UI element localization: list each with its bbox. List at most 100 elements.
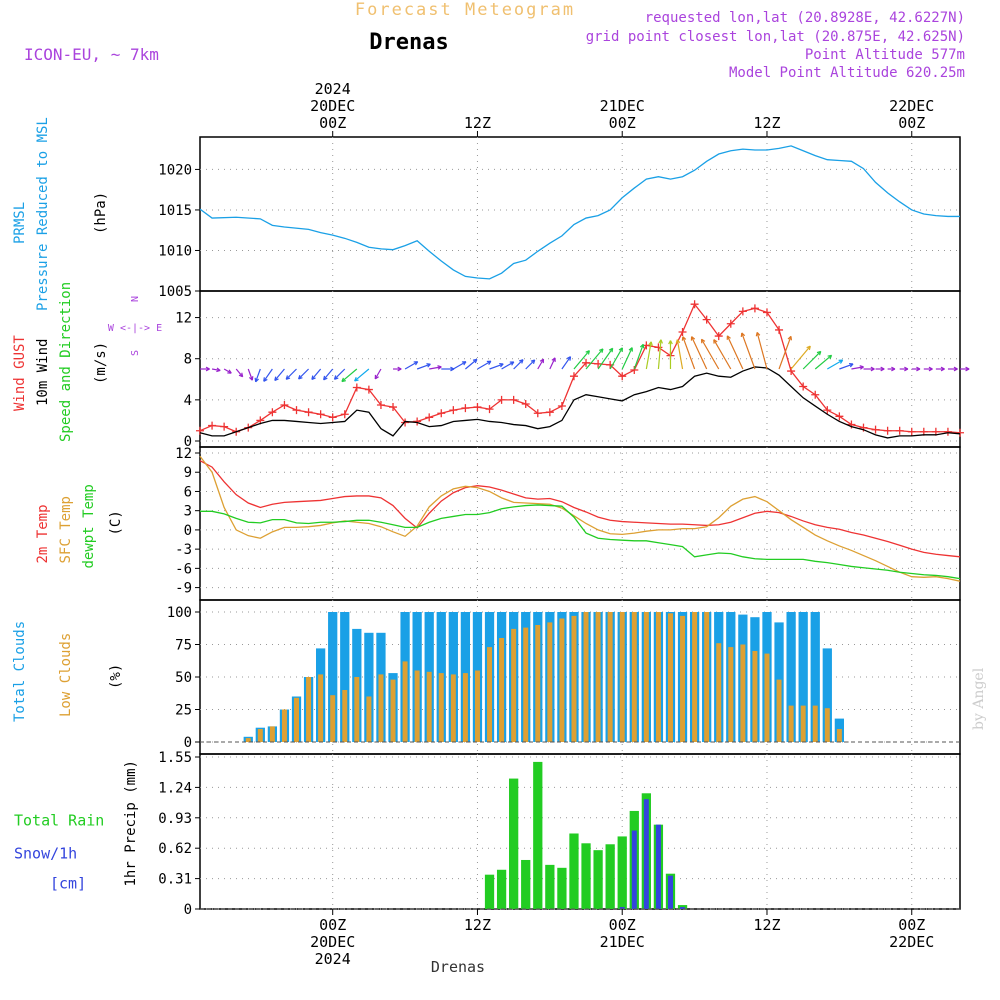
clouds-ytick-label: 100 [167, 605, 192, 621]
wind-arrow-head [787, 335, 793, 341]
wind-arrow [477, 360, 492, 370]
wind-ytick-label: 12 [175, 311, 192, 327]
wind-arrow-head [639, 343, 645, 349]
ylabel-unit: (m/s) [93, 342, 109, 384]
pressure-series-blue [199, 145, 960, 280]
precip-ytick-label: 0 [184, 902, 192, 918]
clouds-bar-orange [438, 673, 444, 742]
gust-marker [714, 332, 723, 341]
top-time-label: 21DEC [600, 97, 645, 115]
wind-arrow-head [870, 366, 875, 372]
gust-marker [702, 315, 711, 324]
wind-arrow [354, 368, 370, 382]
pressure-ytick-label: 1020 [158, 162, 192, 178]
gust-marker [775, 325, 784, 334]
wind-ylabels: Wind GUST 10m Wind Speed and Direction (m/s… [12, 282, 162, 442]
clouds-bar-orange [607, 612, 613, 742]
gust-marker [654, 343, 663, 352]
wind-arrow-head [713, 339, 718, 344]
wind-arrow-head [509, 361, 515, 366]
top-time-label: 00Z [609, 114, 636, 132]
clouds-bar-blue [340, 612, 350, 742]
clouds-ytick-label: 25 [175, 703, 192, 719]
top-time-label: 20DEC [310, 97, 355, 115]
gust-marker [340, 410, 349, 419]
wind-arrow-head [608, 347, 614, 353]
temperature-ytick-label: 6 [184, 484, 192, 500]
clouds-bar-orange [245, 738, 251, 742]
clouds-bar-orange [462, 673, 468, 742]
wind-arrow-head [374, 374, 379, 380]
wind-arrow-head [726, 335, 731, 340]
clouds-bar-orange [330, 695, 336, 742]
clouds-bar-orange [354, 677, 360, 742]
clouds-bar-orange [788, 705, 794, 742]
wind-arrow [549, 357, 556, 370]
gust-marker [292, 406, 301, 415]
compass-west-east: W <-|-> E [108, 323, 162, 334]
wind-series-black [199, 366, 961, 439]
bottom-time-label: 20DEC [310, 933, 355, 951]
gust-marker [389, 403, 398, 412]
temperature-ytick-label: -6 [175, 561, 192, 577]
wind-arrow-head [499, 362, 504, 368]
wind-arrow-head [838, 359, 844, 364]
gust-marker [582, 358, 591, 367]
clouds-ytick-label: 75 [175, 638, 192, 654]
wind-arrow [778, 336, 792, 370]
wind-arrow-head [437, 365, 442, 370]
wind-arrow-head [816, 350, 822, 356]
pressure-ytick-label: 1005 [158, 284, 192, 300]
gust-marker [413, 417, 422, 426]
clouds-bar-orange [414, 670, 420, 742]
clouds-bar-orange [595, 612, 601, 742]
gust-marker [521, 399, 530, 408]
wind-arrow-head [891, 366, 896, 372]
precip-ytick-label: 1.55 [158, 750, 192, 766]
top-time-label: 00Z [319, 114, 346, 132]
wind-arrow [691, 336, 708, 370]
gust-marker [690, 300, 699, 309]
product-title: Forecast Meteogram [355, 0, 575, 20]
clouds-bar-orange [426, 671, 432, 742]
wind-arrow [416, 363, 431, 370]
clouds-bar-orange [450, 674, 456, 742]
wind-arrow-head [472, 358, 478, 364]
wind-arrow [429, 366, 442, 370]
wind-arrow-head [681, 336, 687, 341]
clouds-bar-blue [822, 648, 832, 742]
wind-arrow-head [274, 376, 279, 382]
clouds-bar-orange [619, 612, 625, 742]
wind-arrow-head [940, 366, 945, 372]
gust-marker [316, 410, 325, 419]
gust-marker [437, 409, 446, 418]
gust-marker [871, 425, 880, 434]
wind-arrow [713, 339, 732, 370]
wind-arrow [285, 368, 297, 380]
gust-marker [594, 359, 603, 368]
wind-arrow-head [311, 375, 316, 381]
top-time-label: 12Z [464, 114, 491, 132]
temperature-series-red [199, 460, 961, 558]
wind-arrow [802, 350, 822, 370]
wind-arrow [453, 361, 467, 370]
gust-marker [726, 319, 735, 328]
clouds-bar-orange [704, 612, 710, 742]
wind-ytick-label: 0 [184, 434, 192, 450]
clouds-bar-orange [692, 612, 698, 742]
gust-marker [943, 427, 952, 436]
gust-marker [569, 372, 578, 381]
wind-arrow [827, 359, 843, 370]
clouds-bar-orange [667, 613, 673, 742]
temperature-ytick-label: 9 [184, 465, 192, 481]
gust-marker [485, 405, 494, 414]
clouds-bar-orange [342, 690, 348, 742]
panel-wind: 0 4 8 12 Wind GUST 10m Wind Speed and Directio… [12, 282, 970, 450]
clouds-bar-orange [487, 647, 493, 742]
wind-arrow [513, 359, 524, 370]
wind-arrow [465, 358, 478, 370]
clouds-bar-orange [764, 653, 770, 742]
clouds-bar-orange [294, 697, 300, 742]
label-total-rain: Total Rain [14, 812, 104, 830]
